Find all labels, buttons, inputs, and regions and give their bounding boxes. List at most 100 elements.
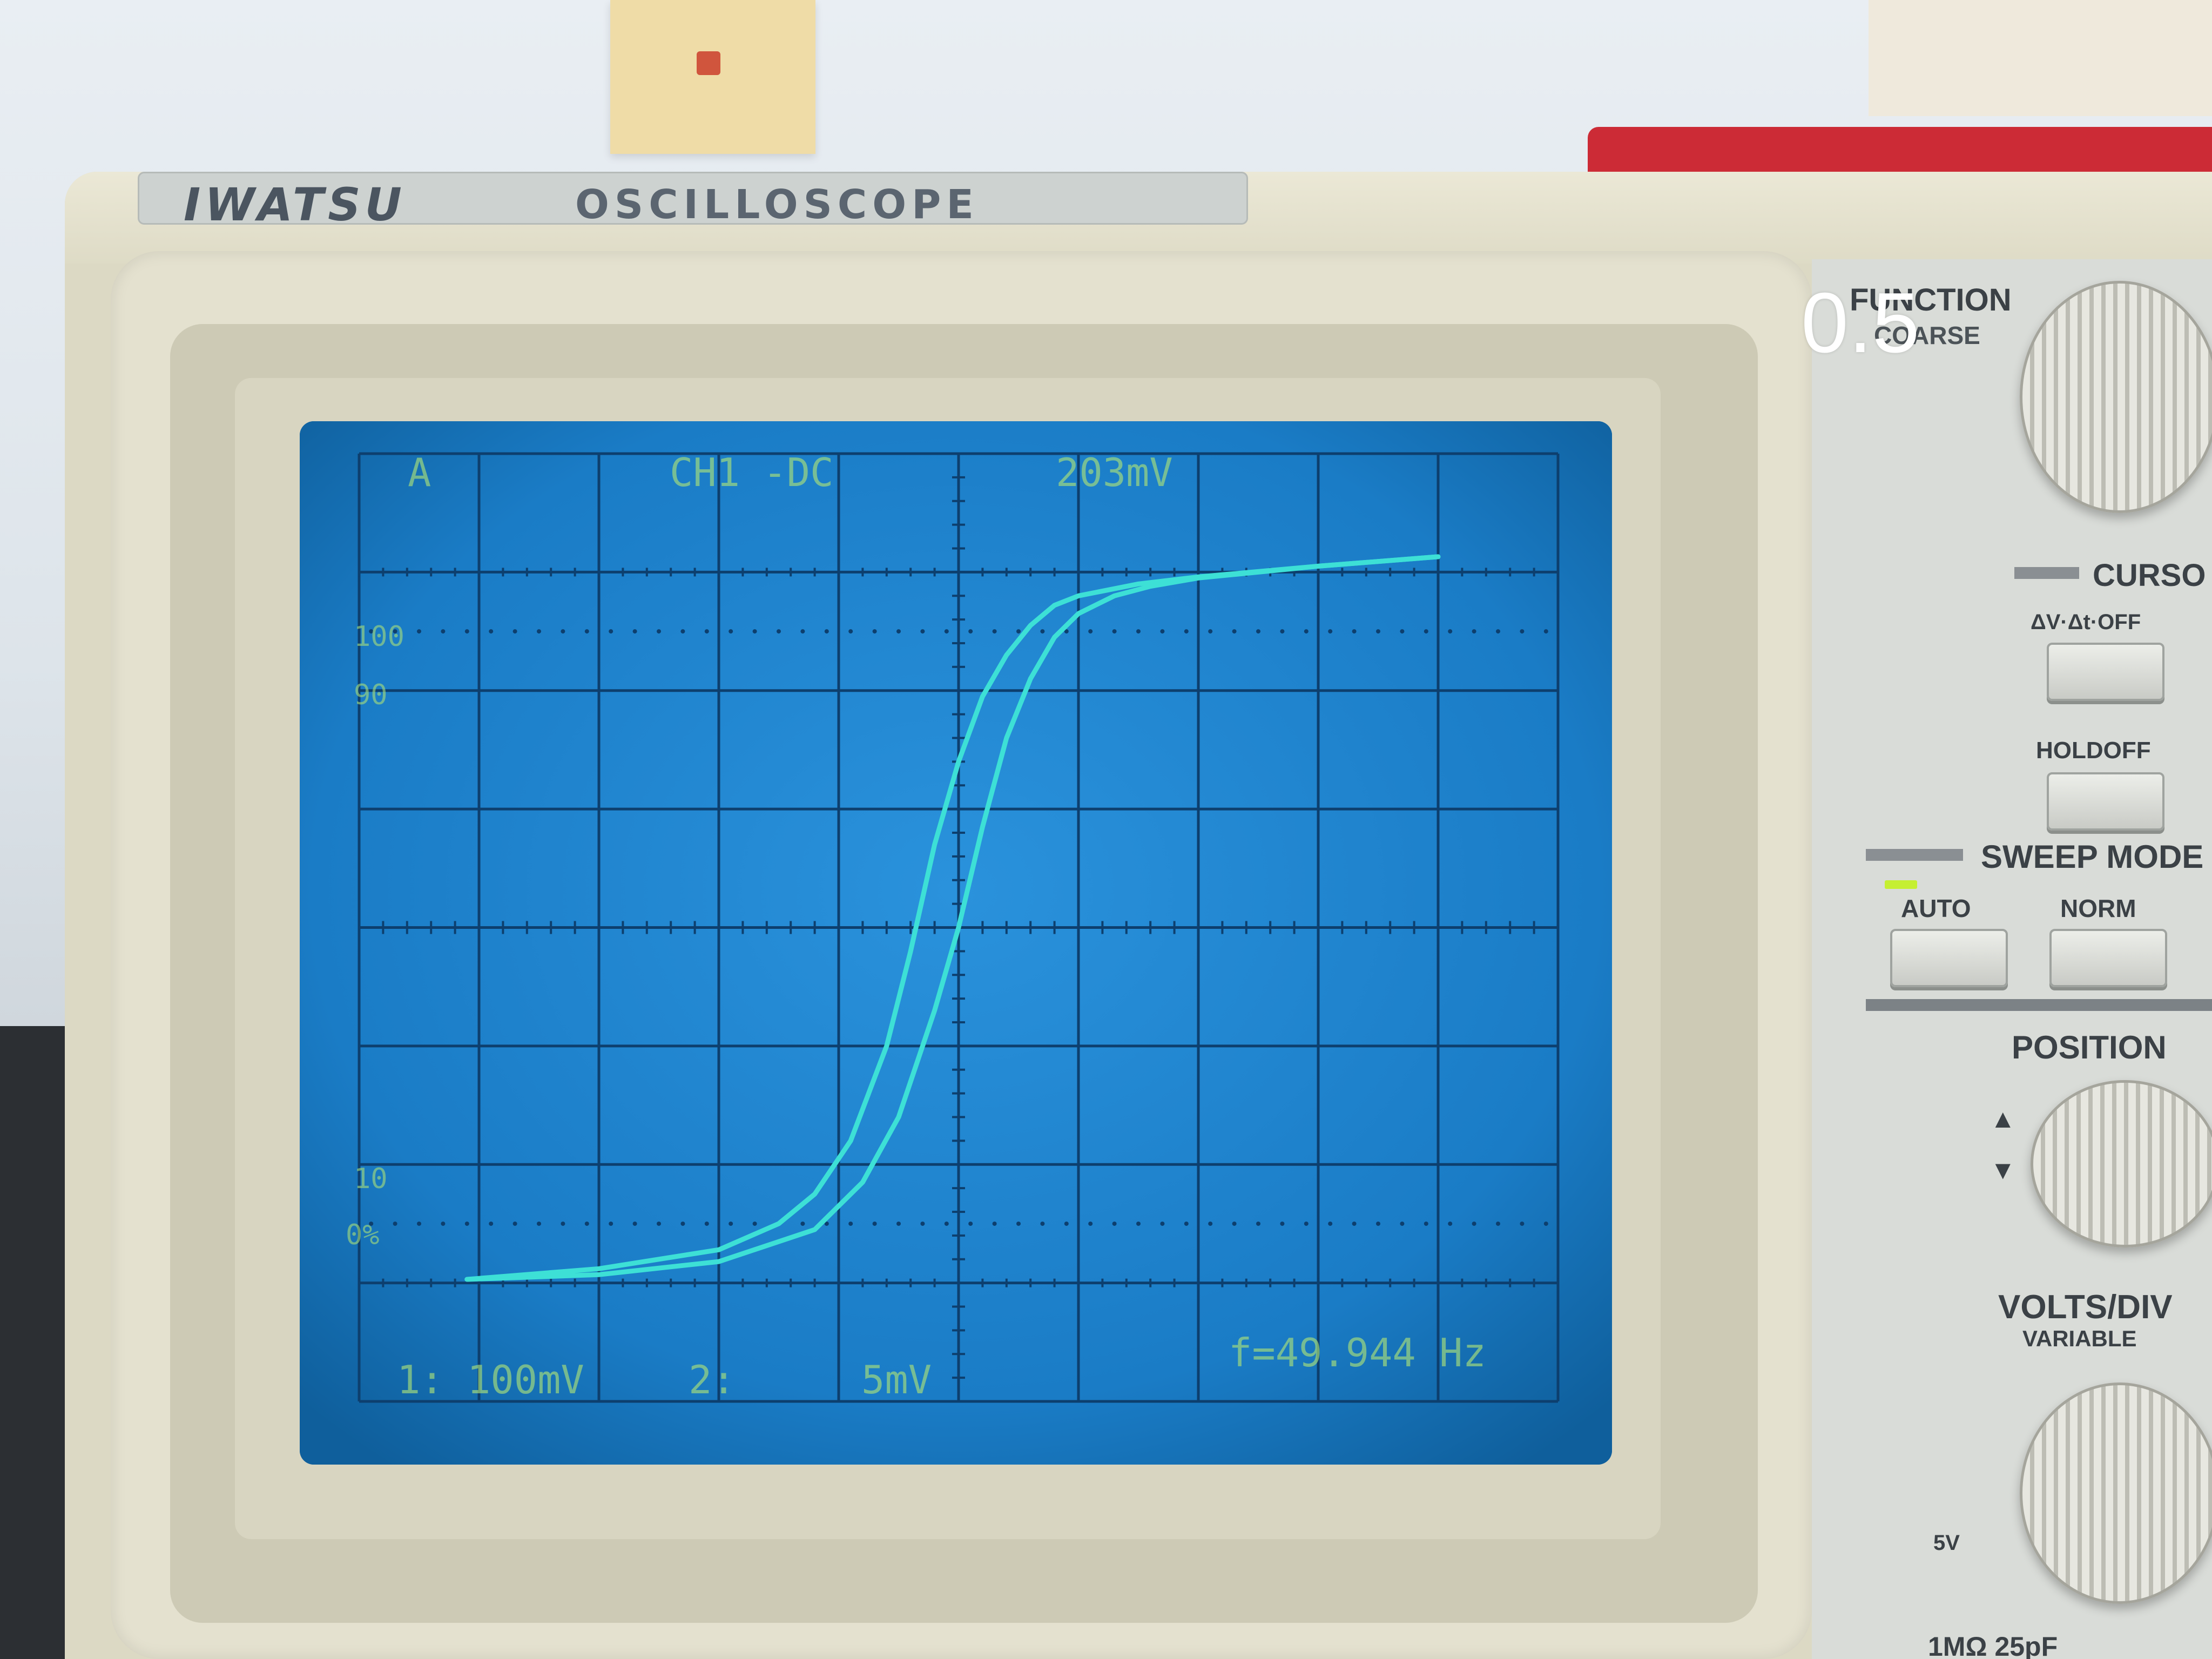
reference-dot xyxy=(1208,1221,1213,1226)
position-knob[interactable] xyxy=(2031,1080,2212,1247)
readout-channel-marker: A xyxy=(408,450,431,495)
position-up-arrow-icon: ▲ xyxy=(1990,1105,2016,1134)
reference-dot xyxy=(584,629,589,634)
crt-screen: A CH1 -DC 203mV 100 90 10 0% 1: 100mV 2:… xyxy=(300,421,1612,1465)
reference-dot xyxy=(1184,629,1189,634)
reference-dot xyxy=(1376,629,1380,634)
readout-level: 203mV xyxy=(1056,450,1173,495)
reference-dot xyxy=(1352,1221,1357,1226)
reference-dot xyxy=(561,1221,565,1226)
reference-dot xyxy=(657,1221,661,1226)
reference-dot xyxy=(752,629,757,634)
reference-dot xyxy=(369,629,374,634)
reference-dot xyxy=(1520,1221,1525,1226)
reference-dot xyxy=(1232,629,1237,634)
reference-dot xyxy=(1400,629,1405,634)
reference-dot xyxy=(393,1221,397,1226)
reference-dot xyxy=(1112,629,1117,634)
name-plate xyxy=(138,172,1248,225)
reference-dot xyxy=(1208,629,1213,634)
reference-dot xyxy=(489,1221,494,1226)
reference-dot xyxy=(657,629,661,634)
reference-dot xyxy=(1424,629,1428,634)
reference-dot xyxy=(464,1221,469,1226)
reference-dot xyxy=(704,629,709,634)
sweep-mode-label: SWEEP MODE xyxy=(1981,839,2204,875)
reference-dot xyxy=(1184,1221,1189,1226)
graticule-reference-dots xyxy=(369,629,1548,1226)
reference-dot xyxy=(369,1221,374,1226)
reference-dot xyxy=(441,1221,446,1226)
model-label: OSCILLOSCOPE xyxy=(575,181,979,228)
norm-label: NORM xyxy=(2060,894,2136,922)
ch2-scale-readout: 5mV xyxy=(861,1357,932,1402)
reference-dot xyxy=(1520,629,1525,634)
reference-dot xyxy=(872,629,877,634)
reference-dot xyxy=(920,629,925,634)
reference-dot xyxy=(1040,1221,1045,1226)
reference-dot xyxy=(1136,1221,1141,1226)
reference-dot xyxy=(848,629,853,634)
norm-button[interactable] xyxy=(2049,929,2167,987)
reference-dot xyxy=(1328,1221,1333,1226)
reference-dot xyxy=(489,629,494,634)
reference-dot xyxy=(824,1221,829,1226)
cursor-label: CURSO xyxy=(2093,558,2206,593)
reference-dot xyxy=(1472,1221,1476,1226)
holdoff-label: HOLDOFF xyxy=(2036,737,2151,764)
reference-dot xyxy=(561,629,565,634)
reference-dot xyxy=(1088,1221,1093,1226)
graticule-label-100: 100 xyxy=(354,621,404,653)
reference-dot xyxy=(1543,629,1548,634)
position-label: POSITION xyxy=(2012,1029,2167,1065)
sweep-mode-bar xyxy=(1866,849,1963,861)
reference-dot xyxy=(1160,629,1165,634)
ch2-label-readout: 2: xyxy=(689,1357,736,1402)
cursor-bar xyxy=(2014,567,2079,579)
trace-group xyxy=(464,554,1441,1282)
holdoff-button[interactable] xyxy=(2047,772,2164,831)
function-knob[interactable] xyxy=(2020,281,2212,513)
reference-dot xyxy=(944,629,949,634)
wall-notice xyxy=(610,0,815,154)
reference-dot xyxy=(1376,1221,1380,1226)
reference-dot xyxy=(1256,1221,1260,1226)
reference-dot xyxy=(968,629,973,634)
dv-dt-off-button[interactable] xyxy=(2047,643,2164,701)
reference-dot xyxy=(1016,1221,1021,1226)
background-equipment xyxy=(1869,0,2212,116)
reference-dot xyxy=(1543,1221,1548,1226)
reference-dot xyxy=(1064,1221,1069,1226)
reference-dot xyxy=(1352,629,1357,634)
reference-dot xyxy=(512,629,517,634)
reference-dot xyxy=(777,629,781,634)
hysteresis-trace-2 xyxy=(464,554,1441,1282)
reference-dot xyxy=(896,1221,901,1226)
reference-dot xyxy=(1448,629,1453,634)
reference-dot xyxy=(992,629,997,634)
reference-dot xyxy=(1280,1221,1285,1226)
reference-dot xyxy=(1160,1221,1165,1226)
reference-dot xyxy=(1088,629,1093,634)
frequency-readout: f=49.944 Hz xyxy=(1229,1330,1486,1375)
auto-label: AUTO xyxy=(1901,894,1971,922)
reference-dot xyxy=(729,629,733,634)
auto-button[interactable] xyxy=(1890,929,2008,987)
reference-dot xyxy=(800,1221,805,1226)
reference-dot xyxy=(1448,1221,1453,1226)
reference-dot xyxy=(1232,1221,1237,1226)
reference-dot xyxy=(824,629,829,634)
ch1-scale-readout: 1: 100mV xyxy=(397,1357,584,1402)
reference-dot xyxy=(896,629,901,634)
reference-dot xyxy=(584,1221,589,1226)
reference-dot xyxy=(537,629,541,634)
auto-led xyxy=(1885,880,1917,889)
reference-dot xyxy=(1328,629,1333,634)
input-spec-label: 1MΩ 25pF xyxy=(1928,1631,2058,1659)
graticule-label-0: 0% xyxy=(346,1219,380,1251)
volts-div-knob[interactable] xyxy=(2020,1382,2212,1604)
reference-dot xyxy=(537,1221,541,1226)
reference-dot xyxy=(417,1221,421,1226)
reference-dot xyxy=(632,629,637,634)
volts-div-label: VOLTS/DIV xyxy=(1998,1289,2173,1326)
